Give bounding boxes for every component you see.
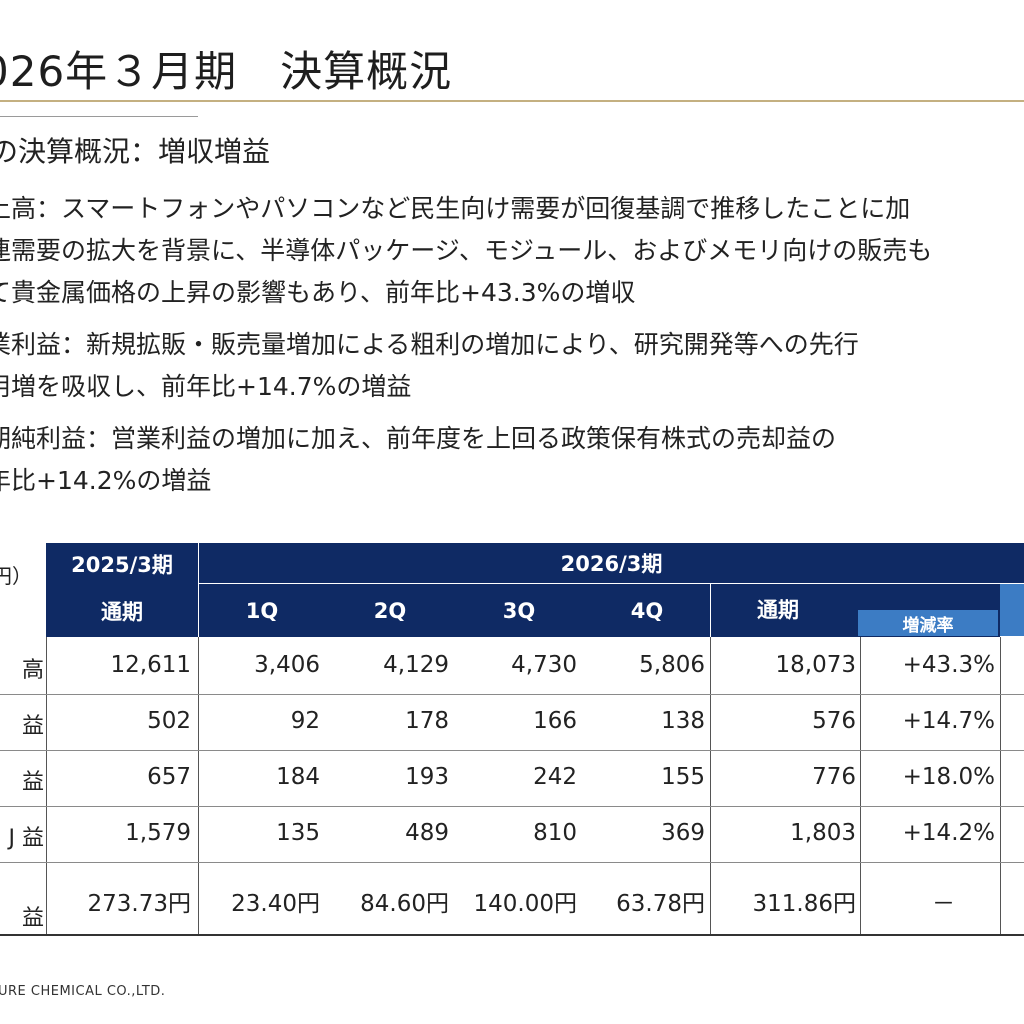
title-divider	[0, 100, 1024, 102]
cell-fy2026-4q: 155	[661, 764, 705, 790]
row-divider	[0, 806, 1024, 807]
cell-fy2026-3q: 4,730	[511, 652, 577, 678]
cell-change-rate: +14.7%	[902, 708, 995, 734]
cell-fy2026-full-year: 18,073	[775, 652, 856, 678]
subheader-2025-full-year: 通期	[46, 585, 198, 637]
operating-income-paragraph: 業利益：新規拡販・販売量増加による粗利の増加により、研究開発等への先行 用増を吸…	[0, 324, 859, 408]
header-2025: 2025/3期	[46, 543, 198, 585]
cell-change-rate: +14.2%	[902, 820, 995, 846]
cell-fy2026-full-year: 1,803	[790, 820, 856, 846]
subtitle-divider	[0, 116, 198, 117]
paragraph-line: 連需要の拡大を背景に、半導体パッケージ、モジュール、およびメモリ向けの販売も	[0, 236, 933, 265]
sales-paragraph: 上高：スマートフォンやパソコンなど民生向け需要が回復基調で推移したことに加 連需…	[0, 188, 932, 314]
table-bottom-border	[0, 934, 1024, 936]
footer-company: URE CHEMICAL CO.,LTD.	[0, 984, 166, 999]
cell-fy2026-full-year: 311.86円	[752, 891, 856, 917]
table-border	[198, 637, 199, 935]
cell-fy2026-2q: 178	[405, 708, 449, 734]
header-2026: 2026/3期	[199, 543, 1024, 583]
table-border	[860, 637, 861, 935]
cell-fy2026-1q: 135	[276, 820, 320, 846]
cell-fy2026-1q: 3,406	[254, 652, 320, 678]
cell-fy2026-4q: 138	[661, 708, 705, 734]
header-separator	[710, 584, 711, 637]
row-divider	[0, 694, 1024, 695]
next-column-header	[1000, 584, 1024, 636]
cell-fy2026-1q: 184	[276, 764, 320, 790]
cell-fy2026-full-year: 576	[812, 708, 856, 734]
cell-fy2026-2q: 193	[405, 764, 449, 790]
change-rate-header: 増減率	[858, 610, 998, 636]
row-label: 高	[21, 658, 44, 683]
subheader-3q: 3Q	[455, 584, 583, 637]
cell-fy2026-3q: 140.00円	[473, 891, 577, 917]
paragraph-line: て貴金属価格の上昇の影響もあり、前年比+43.3%の増収	[0, 278, 636, 307]
paragraph-line: 年比+14.2%の増益	[0, 466, 212, 495]
table-border	[710, 637, 711, 935]
cell-fy2026-3q: 242	[533, 764, 577, 790]
row-divider	[0, 862, 1024, 863]
cell-fy2026-3q: 810	[533, 820, 577, 846]
cell-fy2026-2q: 489	[405, 820, 449, 846]
cell-change-rate: +43.3%	[902, 652, 995, 678]
cell-fy2025-full-year: 273.73円	[87, 891, 191, 917]
net-income-paragraph: 期純利益：営業利益の増加に加え、前年度を上回る政策保有株式の売却益の 年比+14…	[0, 418, 836, 502]
row-label: J 益	[8, 826, 44, 851]
table-border	[46, 637, 47, 935]
cell-change-rate: +18.0%	[902, 764, 995, 790]
cell-fy2026-2q: 84.60円	[360, 891, 449, 917]
subheader-1q: 1Q	[199, 584, 325, 637]
page-title: 026年３月期 決算概況	[0, 47, 453, 96]
cell-fy2026-1q: 92	[290, 708, 320, 734]
cell-fy2026-4q: 63.78円	[616, 891, 705, 917]
subheader-2q: 2Q	[325, 584, 455, 637]
cell-fy2025-full-year: 502	[147, 708, 191, 734]
cell-fy2026-1q: 23.40円	[231, 891, 320, 917]
row-label: 益	[21, 714, 44, 739]
cell-fy2026-full-year: 776	[812, 764, 856, 790]
paragraph-line: 用増を吸収し、前年比+14.7%の増益	[0, 372, 412, 401]
table-border	[1000, 637, 1001, 935]
cell-fy2026-3q: 166	[533, 708, 577, 734]
cell-change-rate: －	[932, 891, 955, 917]
header-separator	[199, 583, 1024, 584]
paragraph-line: 業利益：新規拡販・販売量増加による粗利の増加により、研究開発等への先行	[0, 330, 859, 359]
paragraph-line: 上高：スマートフォンやパソコンなど民生向け需要が回復基調で推移したことに加	[0, 194, 911, 223]
cell-fy2025-full-year: 657	[147, 764, 191, 790]
cell-fy2025-full-year: 12,611	[110, 652, 191, 678]
subheader-4q: 4Q	[583, 584, 711, 637]
cell-fy2026-4q: 369	[661, 820, 705, 846]
row-divider	[0, 750, 1024, 751]
cell-fy2025-full-year: 1,579	[125, 820, 191, 846]
paragraph-line: 期純利益：営業利益の増加に加え、前年度を上回る政策保有株式の売却益の	[0, 424, 837, 453]
row-label: 益	[21, 770, 44, 795]
unit-label: 円）	[0, 564, 32, 588]
row-label: 益	[21, 906, 44, 931]
summary-subtitle: の決算概況：増収増益	[0, 135, 271, 168]
cell-fy2026-2q: 4,129	[383, 652, 449, 678]
cell-fy2026-4q: 5,806	[639, 652, 705, 678]
header-separator	[198, 543, 199, 637]
